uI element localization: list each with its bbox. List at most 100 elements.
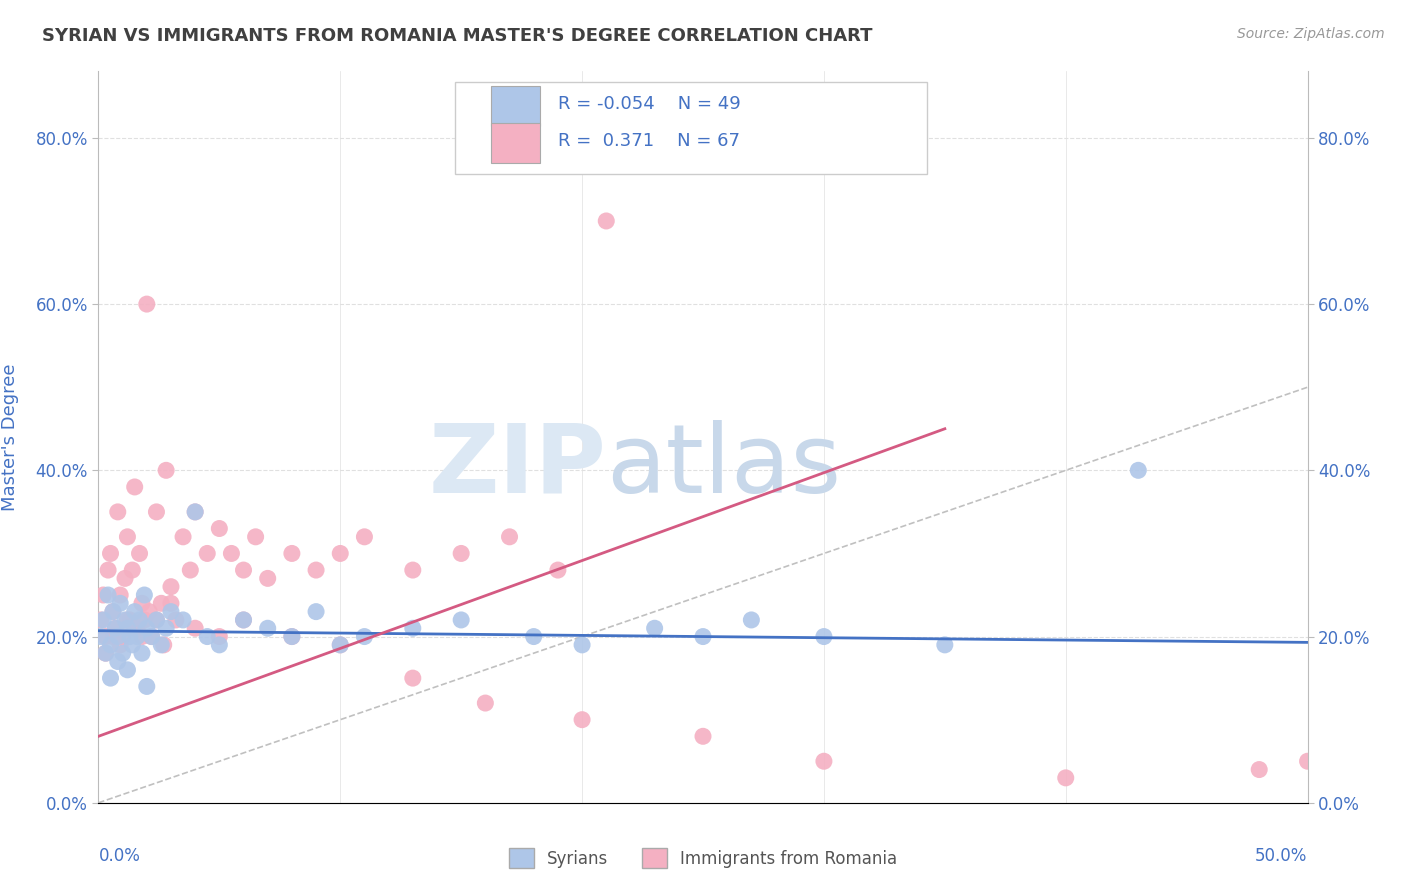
Point (131, 630, 153, 644)
Point (107, 505, 129, 519)
Point (100, 671, 122, 685)
Point (281, 630, 304, 644)
Point (91, 613, 114, 627)
Point (232, 613, 254, 627)
Bar (492, 122, 540, 163)
Point (353, 530, 375, 544)
Point (131, 596, 153, 610)
FancyBboxPatch shape (456, 82, 927, 174)
Point (117, 530, 139, 544)
Point (571, 713, 593, 727)
Point (101, 605, 124, 619)
Point (305, 605, 328, 619)
Point (135, 621, 157, 635)
Point (184, 621, 207, 635)
Point (97, 588, 120, 602)
Point (104, 621, 127, 635)
Point (94, 646, 117, 660)
Point (117, 621, 139, 635)
Point (141, 630, 163, 644)
Point (114, 571, 136, 585)
Point (91, 588, 114, 602)
Point (450, 546, 472, 560)
Point (256, 571, 278, 585)
Point (90, 630, 112, 644)
Point (692, 630, 714, 644)
Text: SYRIAN VS IMMIGRANTS FROM ROMANIA MASTER'S DEGREE CORRELATION CHART: SYRIAN VS IMMIGRANTS FROM ROMANIA MASTER… (42, 27, 873, 45)
Point (644, 621, 666, 635)
Point (195, 546, 218, 560)
Point (523, 630, 546, 644)
Point (1054, 771, 1077, 785)
Text: ZIP: ZIP (429, 420, 606, 513)
Point (402, 563, 425, 577)
Point (402, 621, 425, 635)
Point (101, 630, 124, 644)
Point (121, 563, 143, 577)
Point (108, 638, 131, 652)
Legend: Syrians, Immigrants from Romania: Syrians, Immigrants from Romania (502, 841, 904, 875)
Point (124, 480, 146, 494)
Point (256, 621, 278, 635)
Point (179, 563, 201, 577)
Point (141, 630, 163, 644)
Point (107, 655, 129, 669)
Point (305, 563, 328, 577)
Point (1249, 763, 1271, 777)
Point (117, 613, 139, 627)
Point (108, 588, 131, 602)
Point (208, 638, 231, 652)
Point (152, 638, 174, 652)
Point (595, 214, 617, 228)
Point (329, 638, 352, 652)
Text: R = -0.054    N = 49: R = -0.054 N = 49 (558, 95, 741, 113)
Text: Source: ZipAtlas.com: Source: ZipAtlas.com (1237, 27, 1385, 41)
Point (245, 530, 267, 544)
Point (474, 696, 496, 710)
Point (127, 630, 149, 644)
Text: 50.0%: 50.0% (1256, 847, 1308, 864)
Point (195, 630, 218, 644)
Point (281, 546, 304, 560)
Point (155, 463, 177, 477)
Point (232, 563, 254, 577)
Point (329, 638, 352, 652)
Point (172, 613, 194, 627)
Point (104, 621, 127, 635)
Point (172, 530, 194, 544)
Point (135, 680, 157, 694)
Point (329, 546, 352, 560)
Point (124, 621, 146, 635)
Point (813, 630, 835, 644)
Point (127, 621, 149, 635)
Point (107, 630, 129, 644)
Point (184, 505, 207, 519)
Point (111, 630, 134, 644)
Point (160, 596, 183, 610)
Point (100, 546, 122, 560)
Point (135, 297, 157, 311)
Point (121, 638, 143, 652)
Point (94, 630, 117, 644)
Point (128, 546, 150, 560)
Y-axis label: Master's Degree: Master's Degree (1, 363, 18, 511)
Point (128, 613, 150, 627)
Point (124, 605, 146, 619)
Point (90, 613, 112, 627)
Point (155, 621, 177, 635)
Bar (492, 86, 540, 127)
Text: atlas: atlas (606, 420, 841, 513)
Point (184, 505, 207, 519)
Point (131, 646, 153, 660)
Point (571, 638, 593, 652)
Point (94, 646, 117, 660)
Point (145, 613, 167, 627)
Point (165, 613, 187, 627)
Point (118, 630, 141, 644)
Point (134, 613, 156, 627)
Text: 0.0%: 0.0% (98, 847, 141, 864)
Point (100, 638, 122, 652)
Point (150, 596, 173, 610)
Point (740, 613, 762, 627)
Point (450, 613, 472, 627)
